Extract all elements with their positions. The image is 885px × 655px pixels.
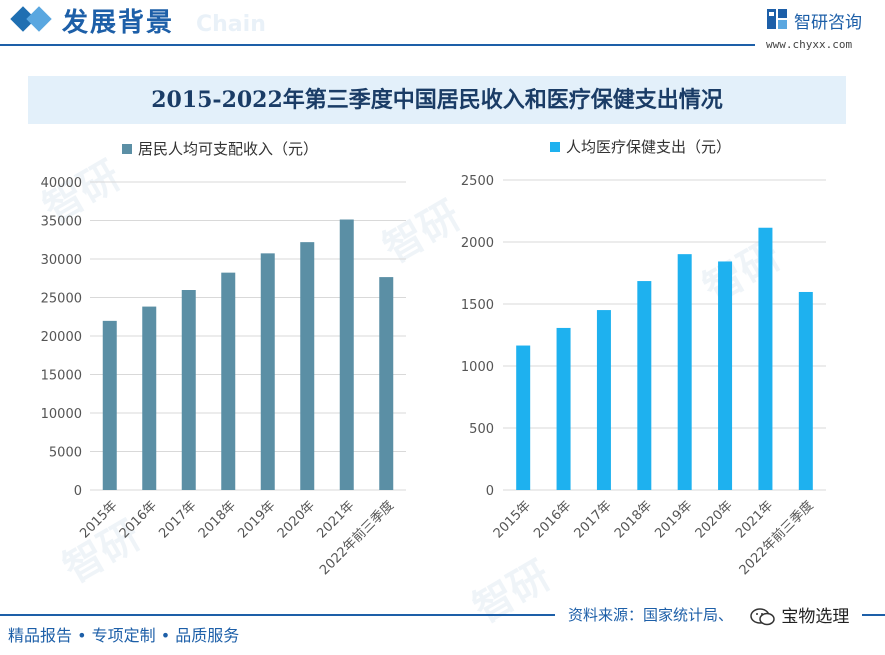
chart2-legend-label: 人均医疗保健支出（元） <box>566 138 731 156</box>
chart1-y-tick-label: 40000 <box>41 176 82 191</box>
logo-name: 智研咨询 <box>794 13 862 33</box>
chart1-legend-swatch <box>122 144 132 154</box>
chart-title-banner: 2015-2022年第三季度中国居民收入和医疗保健支出情况 <box>28 76 846 124</box>
header-divider <box>0 44 755 46</box>
chart2-y-tick-label: 1000 <box>461 360 494 375</box>
data-source: 资料来源：国家统计局、 <box>568 606 734 624</box>
chart1-bar <box>300 242 315 490</box>
logo-url: www.chyxx.com <box>766 38 853 51</box>
chart1-bar <box>102 320 117 490</box>
chart2-x-tick-label: 2019年 <box>652 498 695 541</box>
chart2-bar <box>677 254 692 490</box>
chart1-y-tick-label: 20000 <box>41 330 82 345</box>
chart1-y-tick-label: 5000 <box>49 446 82 461</box>
logo-icon <box>767 9 787 29</box>
wechat-icon <box>750 608 775 626</box>
chart2-y-tick-label: 2000 <box>461 236 494 251</box>
chart-main-title: 2015-2022年第三季度中国居民收入和医疗保健支出情况 <box>151 87 723 113</box>
chart2-y-tick-label: 0 <box>486 484 494 499</box>
footer-divider-right <box>862 614 885 616</box>
chart1-x-tick-label: 2016年 <box>117 498 160 541</box>
section-title: 发展背景 <box>62 8 175 38</box>
chart2-legend-swatch <box>550 142 560 152</box>
chart2-x-tick-label: 2015年 <box>491 498 534 541</box>
chart1-x-tick-label: 2020年 <box>275 498 318 541</box>
chart2-bar <box>798 291 813 490</box>
chart1-x-tick-label: 2019年 <box>235 498 278 541</box>
chart1-x-tick-label: 2015年 <box>77 498 120 541</box>
chart1-bar <box>339 219 354 490</box>
chart2-x-tick-label: 2020年 <box>693 498 736 541</box>
page-header: 发展背景 Chain 智研咨询 www.chyxx.com <box>0 0 885 51</box>
chart1-bar <box>221 272 236 490</box>
chart2-x-tick-label: 2016年 <box>531 498 574 541</box>
chart2-bar <box>516 345 531 490</box>
chart1-bar <box>142 306 157 490</box>
chart1-bar <box>181 290 196 490</box>
chart1-y-tick-label: 15000 <box>41 369 82 384</box>
badge-text: 宝物选理 <box>781 607 850 627</box>
chart1-bar <box>260 253 275 490</box>
footer-slogan: 精品报告 • 专项定制 • 品质服务 <box>8 626 240 645</box>
chart2-bar <box>637 281 652 490</box>
footer-divider-left <box>0 614 555 616</box>
chart1-x-tick-label: 2018年 <box>196 498 239 541</box>
chart2-bar <box>758 227 773 491</box>
chart2-x-tick-label: 2018年 <box>612 498 655 541</box>
chart1-y-tick-label: 25000 <box>41 292 82 307</box>
chart1-bar <box>379 277 394 490</box>
wechat-badge: 宝物选理 <box>750 602 849 627</box>
chart1-x-tick-label: 2017年 <box>156 498 199 541</box>
chart2-y-tick-label: 1500 <box>461 298 494 313</box>
chart1-y-tick-label: 0 <box>74 484 82 499</box>
chart2-y-tick-label: 2500 <box>461 174 494 189</box>
chart2-y-tick-label: 500 <box>469 422 494 437</box>
chart2-bar <box>596 310 611 490</box>
chart1-y-tick-label: 10000 <box>41 407 82 422</box>
chart2-bar <box>556 327 571 490</box>
header-watermark-text: Chain <box>196 12 266 37</box>
chart2-x-tick-label: 2022年前三季度 <box>736 498 817 579</box>
chart1-legend-label: 居民人均可支配收入（元） <box>138 140 318 158</box>
chart2-bar <box>718 261 733 490</box>
chart1-y-tick-label: 35000 <box>41 215 82 230</box>
chart1-y-tick-label: 30000 <box>41 253 82 268</box>
chart2-x-tick-label: 2017年 <box>572 498 615 541</box>
